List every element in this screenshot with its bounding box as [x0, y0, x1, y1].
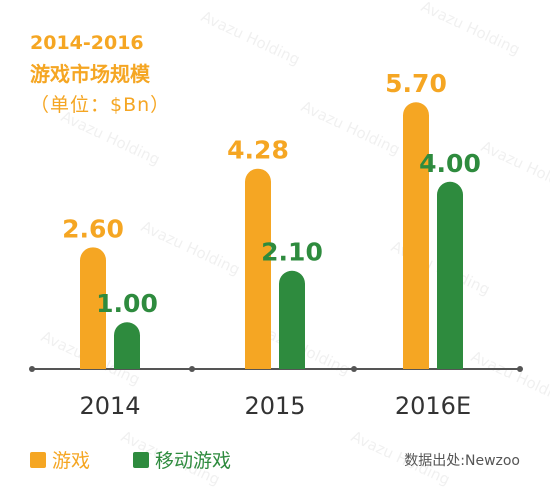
x-axis-tick-dot: [29, 366, 35, 372]
legend-label-mobile-games: 移动游戏: [155, 450, 232, 472]
watermark-text: Avazu Holding: [138, 217, 243, 279]
legend-item-mobile-games: 移动游戏: [133, 446, 231, 473]
x-axis-tick-dot: [517, 366, 523, 372]
bar-games-2014: [80, 247, 106, 369]
bar-mobile-games-2015: [279, 270, 305, 369]
watermark-text: Avazu Holding: [298, 97, 403, 159]
x-axis-tick-dot: [189, 366, 195, 372]
legend-swatch-mobile-games: [133, 451, 149, 468]
watermark-text: Avazu Holding: [198, 7, 303, 69]
watermark-text: Avazu Holding: [478, 137, 550, 199]
x-axis-tick-dot: [351, 366, 357, 372]
bar-games-2015: [245, 168, 271, 369]
source-note: 数据出处:Newzoo: [404, 453, 520, 469]
legend-swatch-games: [30, 451, 46, 468]
legend-item-games: 游戏: [30, 446, 90, 473]
watermark-text: Avazu Holding: [468, 347, 550, 409]
bar-mobile-games-2014: [114, 322, 140, 369]
bar-mobile-games-2016E: [437, 181, 463, 369]
x-tick-label-2016E: 2016E: [395, 392, 471, 420]
chart-title-line1: 2014-2016: [30, 32, 144, 54]
data-label-games-2016E: 5.70: [385, 69, 447, 98]
x-tick-label-2015: 2015: [244, 392, 305, 420]
data-label-games-2015: 4.28: [227, 136, 289, 165]
chart-unit-label: （单位：$Bn）: [30, 94, 171, 116]
x-tick-label-2014: 2014: [79, 392, 140, 420]
data-label-mobile-games-2016E: 4.00: [419, 149, 481, 178]
data-label-mobile-games-2014: 1.00: [96, 289, 158, 318]
data-label-games-2014: 2.60: [62, 214, 124, 243]
data-label-mobile-games-2015: 2.10: [261, 238, 323, 267]
chart-title-line2: 游戏市场规模: [30, 62, 150, 86]
watermark-text: Avazu Holding: [418, 0, 523, 59]
bar-games-2016E: [403, 102, 429, 370]
legend-label-games: 游戏: [52, 450, 91, 472]
